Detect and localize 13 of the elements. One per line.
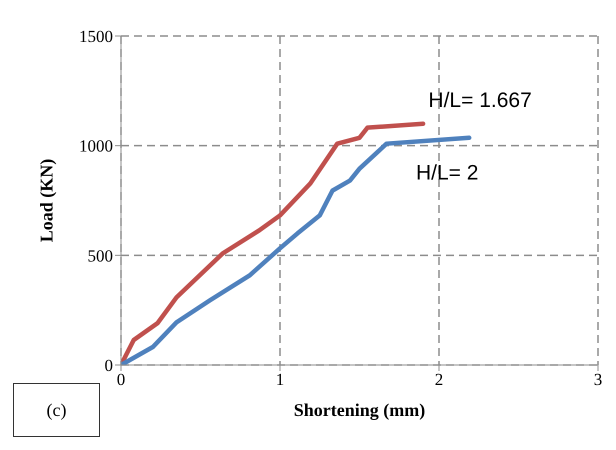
x-tick-label: 3: [594, 370, 602, 390]
y-tick-label: 1500: [79, 27, 113, 46]
x-tick-label: 0: [116, 370, 126, 390]
series-label: H/L= 1.667: [428, 89, 532, 112]
x-tick-label: 1: [276, 370, 284, 390]
y-tick-label: 500: [88, 246, 113, 266]
y-tick-label: 1000: [79, 136, 113, 156]
series-label: H/L= 2: [416, 161, 478, 184]
text: (c): [13, 383, 100, 437]
y-axis-title: Load (KN): [36, 158, 56, 242]
x-tick-label: 2: [434, 370, 444, 390]
y-tick-label: 0: [104, 356, 113, 376]
x-axis-title: Shortening (mm): [294, 400, 426, 420]
